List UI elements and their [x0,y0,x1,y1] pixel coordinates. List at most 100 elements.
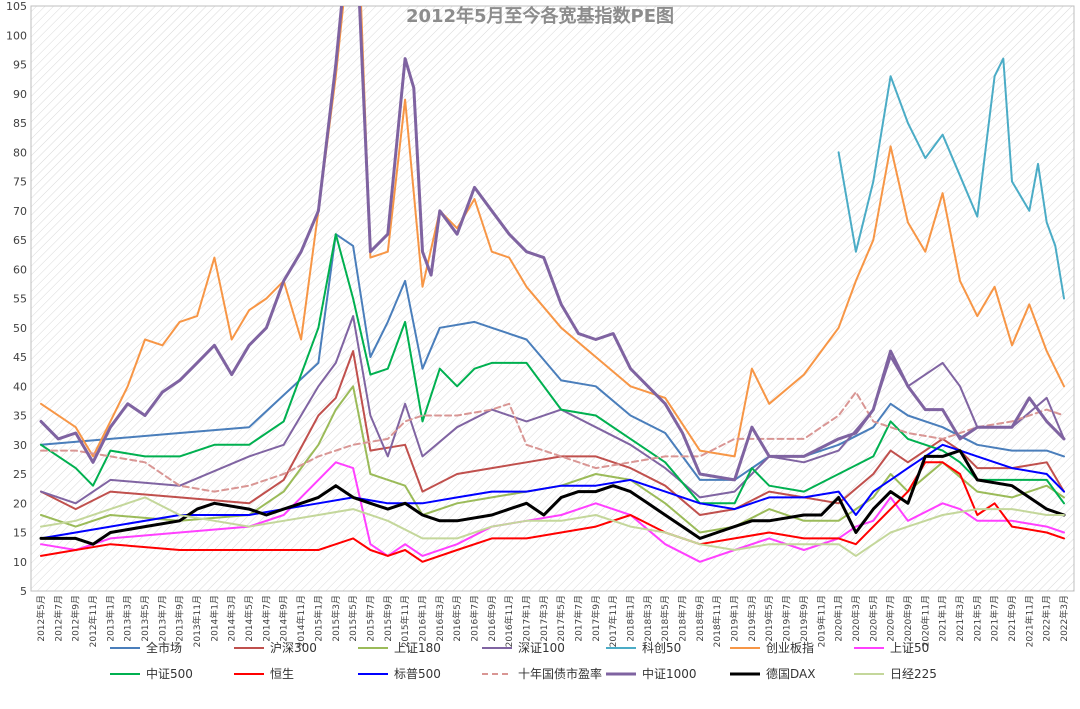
legend-label: 创业板指 [766,640,814,655]
series-group [39,6,1066,563]
x-tick-label: 2016年5月 [451,595,463,642]
y-tick-label: 65 [13,234,27,247]
x-tick-label: 2021年11月 [1023,595,1035,647]
legend-label: 沪深300 [270,641,317,655]
x-tick-label: 2013年3月 [122,595,134,642]
x-tick-label: 2014年9月 [278,595,290,642]
x-axis: 2012年5月 2012年7月 2012年9月 2012年11月 2013年1月 2013… [35,595,1070,647]
y-tick-label: 10 [13,556,27,569]
y-tick-label: 90 [13,88,27,101]
x-tick-label: 2019年9月 [798,595,810,642]
x-tick-label: 2020年7月 [885,595,897,642]
series-line-13 [40,496,1065,557]
y-tick-label: 45 [13,351,27,364]
y-tick-label: 15 [13,527,27,540]
x-tick-label: 2022年1月 [1041,595,1053,642]
x-tick-label: 2018年5月 [659,595,671,642]
y-tick-label: 20 [13,497,27,510]
series-line-2 [40,385,1065,534]
x-tick-label: 2013年9月 [174,595,186,642]
legend-label: 德国DAX [766,666,815,681]
x-tick-label: 2019年1月 [729,595,741,642]
x-tick-label: 2021年3月 [954,595,966,642]
series-line-6 [40,461,1065,563]
plot-area-background [31,6,1074,591]
y-tick-label: 85 [13,117,27,130]
y-tick-label: 95 [13,59,27,72]
series-line-3 [40,315,1065,505]
x-tick-label: 2017年5月 [555,595,567,642]
x-tick-label: 2014年7月 [260,595,272,642]
x-tick-label: 2015年9月 [382,595,394,642]
y-tick-label: 80 [13,146,27,159]
x-tick-label: 2019年7月 [781,595,793,642]
x-tick-label: 2018年7月 [677,595,689,642]
y-tick-label: 25 [13,468,27,481]
x-tick-label: 2014年3月 [226,595,238,642]
x-tick-label: 2020年1月 [833,595,845,642]
x-tick-label: 2020年5月 [867,595,879,642]
x-tick-label: 2015年1月 [312,595,324,642]
series-line-9 [40,443,1065,540]
x-tick-label: 2012年11月 [87,595,99,647]
series-line-10 [40,391,1065,493]
y-tick-label: 70 [13,205,27,218]
x-tick-label: 2018年3月 [642,595,654,642]
x-tick-label: 2016年11月 [503,595,515,647]
y-tick-label: 100 [6,29,27,42]
x-tick-label: 2016年7月 [468,595,480,642]
y-tick-label: 50 [13,322,27,335]
series-line-11 [39,6,1066,482]
x-tick-label: 2020年11月 [919,595,931,647]
x-tick-label: 2019年5月 [763,595,775,642]
y-axis: 5 10 15 20 25 30 35 40 45 50 55 60 65 70 75 80 85 90 95 100… [6,0,27,598]
y-tick-label: 55 [13,293,27,306]
x-tick-label: 2015年7月 [364,595,376,642]
x-tick-label: 2014年1月 [208,595,220,642]
legend-label: 标普500 [394,667,441,681]
x-tick-label: 2019年3月 [746,595,758,642]
x-tick-label: 2017年1月 [520,595,532,642]
series-line-5 [40,6,1065,458]
x-tick-label: 2019年11月 [815,595,827,647]
x-tick-label: 2013年5月 [139,595,151,642]
x-tick-label: 2021年9月 [1006,595,1018,642]
y-tick-label: 5 [20,585,27,598]
legend-label: 上证50 [890,641,929,655]
legend-label: 中证500 [146,666,193,681]
legend-label: 深证100 [518,641,565,655]
x-tick-label: 2016年3月 [434,595,446,642]
x-tick-label: 2017年11月 [607,595,619,647]
x-tick-label: 2012年7月 [52,595,64,642]
x-tick-label: 2020年3月 [850,595,862,642]
x-tick-label: 2022年3月 [1058,595,1070,642]
legend-label: 全市场 [146,640,182,655]
legend-label: 上证180 [394,641,441,655]
plot-area-border [30,5,1075,592]
x-tick-label: 2017年9月 [590,595,602,642]
x-tick-label: 2018年1月 [625,595,637,642]
x-tick-label: 2015年11月 [399,595,411,647]
legend-label: 中证1000 [642,666,697,681]
series-line-8 [40,461,1065,563]
x-tick-label: 2020年9月 [902,595,914,642]
x-tick-label: 2017年7月 [573,595,585,642]
y-tick-label: 75 [13,176,27,189]
x-tick-label: 2013年11月 [191,595,203,647]
x-tick-label: 2014年5月 [243,595,255,642]
legend-label: 日经225 [890,667,937,681]
x-tick-label: 2016年1月 [416,595,428,642]
x-tick-label: 2012年9月 [70,595,82,642]
legend: 全市场 沪深300 上证180 深证100 科创50 创业板指 上证50 中证500 恒生 标普5… [110,640,937,681]
x-tick-label: 2021年5月 [971,595,983,642]
x-tick-label: 2015年5月 [347,595,359,642]
series-line-0 [40,233,1065,481]
x-tick-label: 2016年9月 [486,595,498,642]
y-tick-label: 35 [13,410,27,423]
x-tick-label: 2015年3月 [330,595,342,642]
legend-label: 十年国债市盈率 [518,666,602,681]
x-tick-label: 2017年3月 [538,595,550,642]
x-tick-label: 2021年7月 [989,595,1001,642]
